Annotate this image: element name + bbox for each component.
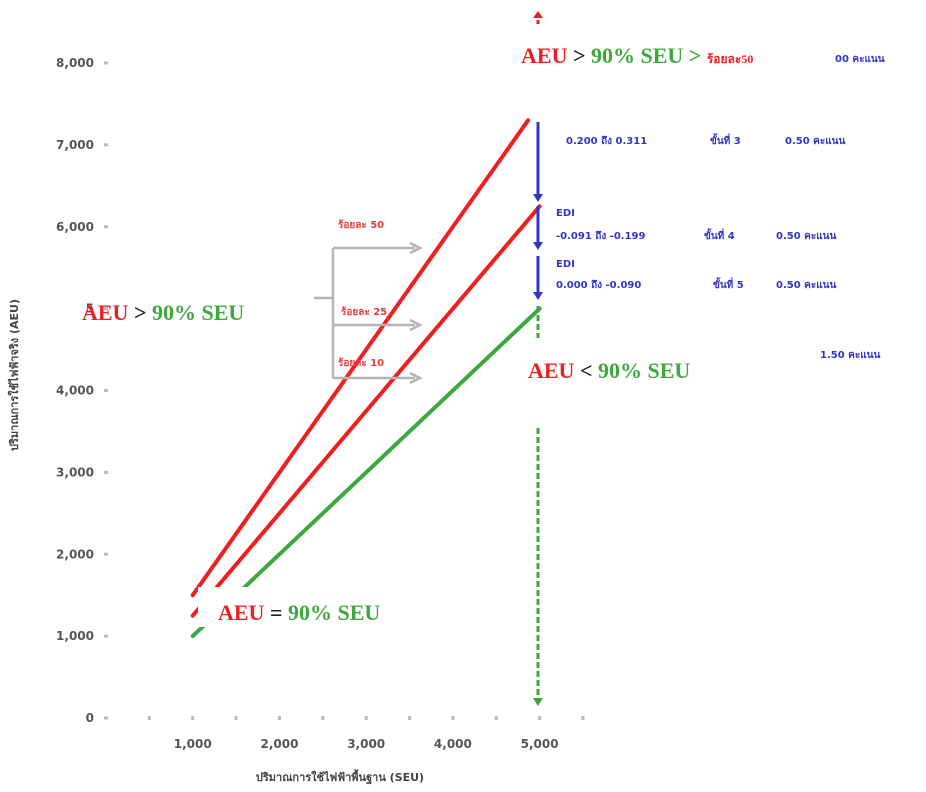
x-axis-ticks: 1,000 2,000 3,000 4,000 5,000: [147, 716, 585, 751]
level4-head: EDI: [556, 208, 575, 219]
x-tick-mark: [494, 716, 498, 720]
x-tick-label: 5,000: [521, 737, 559, 751]
y-axis-label: ปริมาณการใช้ไฟฟ้าจริง (AEU): [7, 299, 21, 451]
level3-points: 0.50 คะแนน: [785, 136, 845, 147]
y-tick-mark: [104, 61, 108, 65]
y-tick-mark: [104, 716, 108, 720]
y-tick-label: 7,000: [56, 138, 94, 152]
y-tick-label: 2,000: [56, 547, 94, 561]
equal-annotation: AEU = 90% SEU: [218, 600, 380, 625]
y-tick-mark: [104, 225, 108, 229]
series-label-10: ร้อยละ 10: [338, 357, 384, 369]
level4-step: ขั้นที่ 4: [704, 228, 735, 242]
x-tick-mark: [538, 716, 542, 720]
level4-range: -0.091 ถึง -0.199: [556, 230, 646, 242]
y-tick-mark: [104, 470, 108, 474]
y-tick-label: 5: [86, 302, 94, 316]
total-points: 1.50 คะแนน: [820, 350, 880, 361]
y-tick-label: 8,000: [56, 56, 94, 70]
level3-range: 0.200 ถึง 0.311: [566, 135, 647, 147]
series-lines: [190, 118, 542, 639]
level3-step: ขั้นที่ 3: [710, 133, 741, 147]
equal-annotation-bg: [198, 587, 438, 627]
y-tick-mark: [104, 634, 108, 638]
x-tick-mark: [581, 716, 585, 720]
y-tick-mark: [104, 552, 108, 556]
x-tick-mark: [234, 716, 238, 720]
x-tick-mark: [408, 716, 412, 720]
series-line-1: [190, 204, 542, 618]
series-line-2: [190, 306, 542, 639]
top-points: 00 คะแนน: [835, 54, 885, 65]
y-tick-mark: [104, 389, 108, 392]
below-annotation: AEU < 90% SEU: [528, 358, 690, 383]
y-tick-label: 0: [86, 711, 94, 725]
y-tick-label: 4,000: [56, 384, 94, 398]
x-axis-label: ปริมาณการใช้ไฟฟ้าพื้นฐาน (SEU): [256, 769, 424, 785]
x-tick-mark: [321, 716, 325, 720]
y-axis-ticks: 0 1,000 2,000 3,000 4,000 5 6,000 7,000 8,000: [56, 56, 108, 725]
level4-points: 0.50 คะแนน: [776, 231, 836, 242]
series-line-0: [190, 118, 531, 598]
x-tick-label: 4,000: [434, 737, 472, 751]
x-tick-mark: [364, 716, 368, 720]
x-tick-mark: [191, 716, 195, 720]
y-tick-mark: [104, 307, 108, 311]
level5-points: 0.50 คะแนน: [776, 280, 836, 291]
x-tick-mark: [147, 716, 151, 720]
series-label-50: ร้อยละ 50: [338, 219, 384, 231]
x-tick-mark: [277, 716, 281, 720]
level5-step: ขั้นที่ 5: [713, 277, 744, 291]
level5-range: 0.000 ถึง -0.090: [556, 279, 641, 291]
y-tick-label: 3,000: [56, 465, 94, 479]
x-tick-label: 2,000: [260, 737, 298, 751]
x-tick-mark: [451, 716, 455, 720]
top-rule-annotation: AEU > 90% SEU > ร้อยละ50: [521, 43, 753, 68]
label-bracket: [314, 241, 423, 385]
vertical-arrows: [533, 11, 543, 706]
x-tick-label: 3,000: [347, 737, 385, 751]
y-tick-mark: [104, 143, 108, 147]
x-tick-label: 1,000: [174, 737, 212, 751]
series-label-25: ร้อยละ 25: [341, 306, 387, 318]
y-tick-label: 1,000: [56, 629, 94, 643]
y-tick-label: 6,000: [56, 220, 94, 234]
level5-head: EDI: [556, 259, 575, 270]
above-annotation: AEU > 90% SEU: [82, 300, 244, 325]
